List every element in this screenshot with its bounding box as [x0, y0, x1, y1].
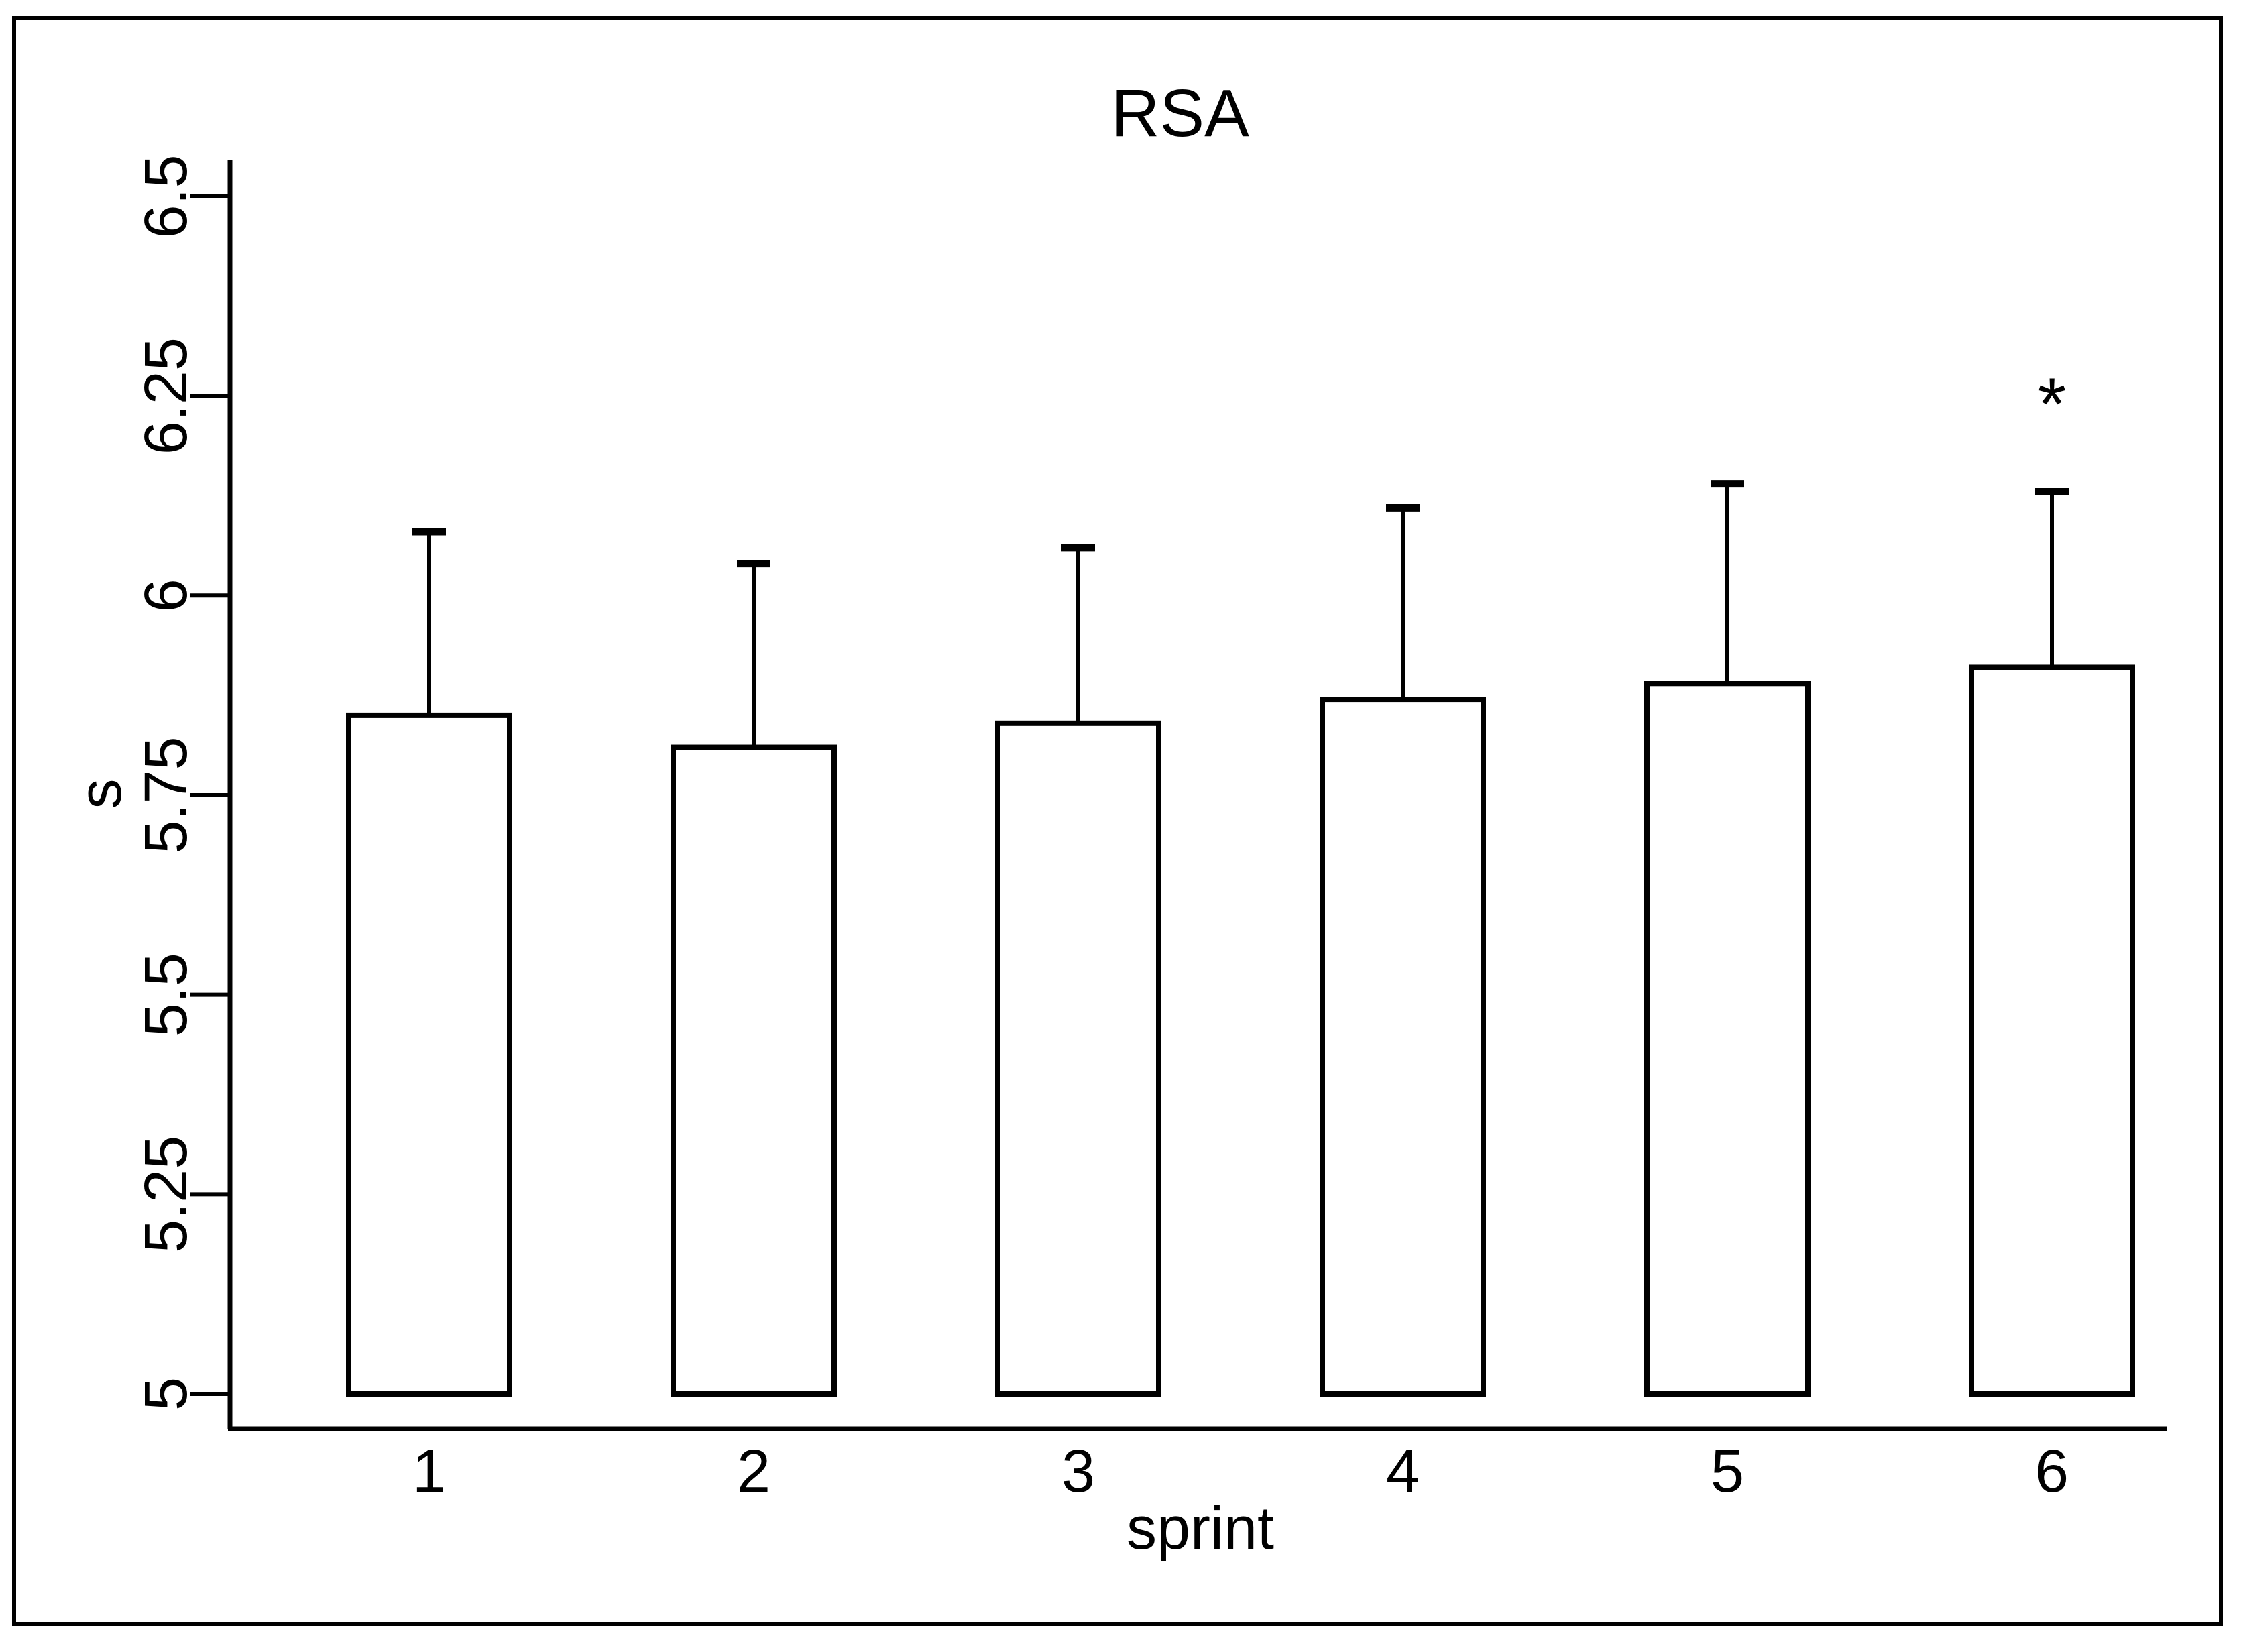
y-axis-title: s — [67, 779, 134, 809]
y-tick-label: 5 — [133, 1377, 200, 1411]
y-tick-label: 5.25 — [133, 1136, 200, 1253]
x-axis-title: sprint — [1127, 1495, 1274, 1562]
y-tick-label: 6.5 — [133, 154, 200, 238]
bar-sprint-4 — [1320, 697, 1486, 1397]
significance-asterisk: * — [2038, 363, 2067, 446]
plot-area: 5 5.25 5.5 5.75 6 6.25 6.5 1 2 3 4 5 6 * — [133, 154, 2135, 1505]
x-tick-label: 2 — [737, 1438, 770, 1505]
bar-sprint-6 — [1969, 664, 2135, 1397]
chart-title: RSA — [1111, 76, 1249, 151]
figure-border — [12, 16, 2223, 1626]
bar-sprint-2 — [671, 744, 837, 1397]
bar-sprint-1 — [346, 712, 512, 1397]
y-tick-label: 5.5 — [133, 953, 200, 1037]
y-tick-label: 6.25 — [133, 337, 200, 455]
bar-sprint-3 — [995, 720, 1161, 1397]
x-tick-label: 1 — [412, 1438, 446, 1505]
x-tick-label: 6 — [2035, 1438, 2069, 1505]
bar-sprint-5 — [1644, 681, 1811, 1397]
x-tick-label: 5 — [1711, 1438, 1744, 1505]
y-tick-label: 6 — [133, 579, 200, 612]
x-tick-label: 3 — [1061, 1438, 1095, 1505]
x-tick-label: 4 — [1386, 1438, 1420, 1505]
y-tick-label: 5.75 — [133, 736, 200, 853]
